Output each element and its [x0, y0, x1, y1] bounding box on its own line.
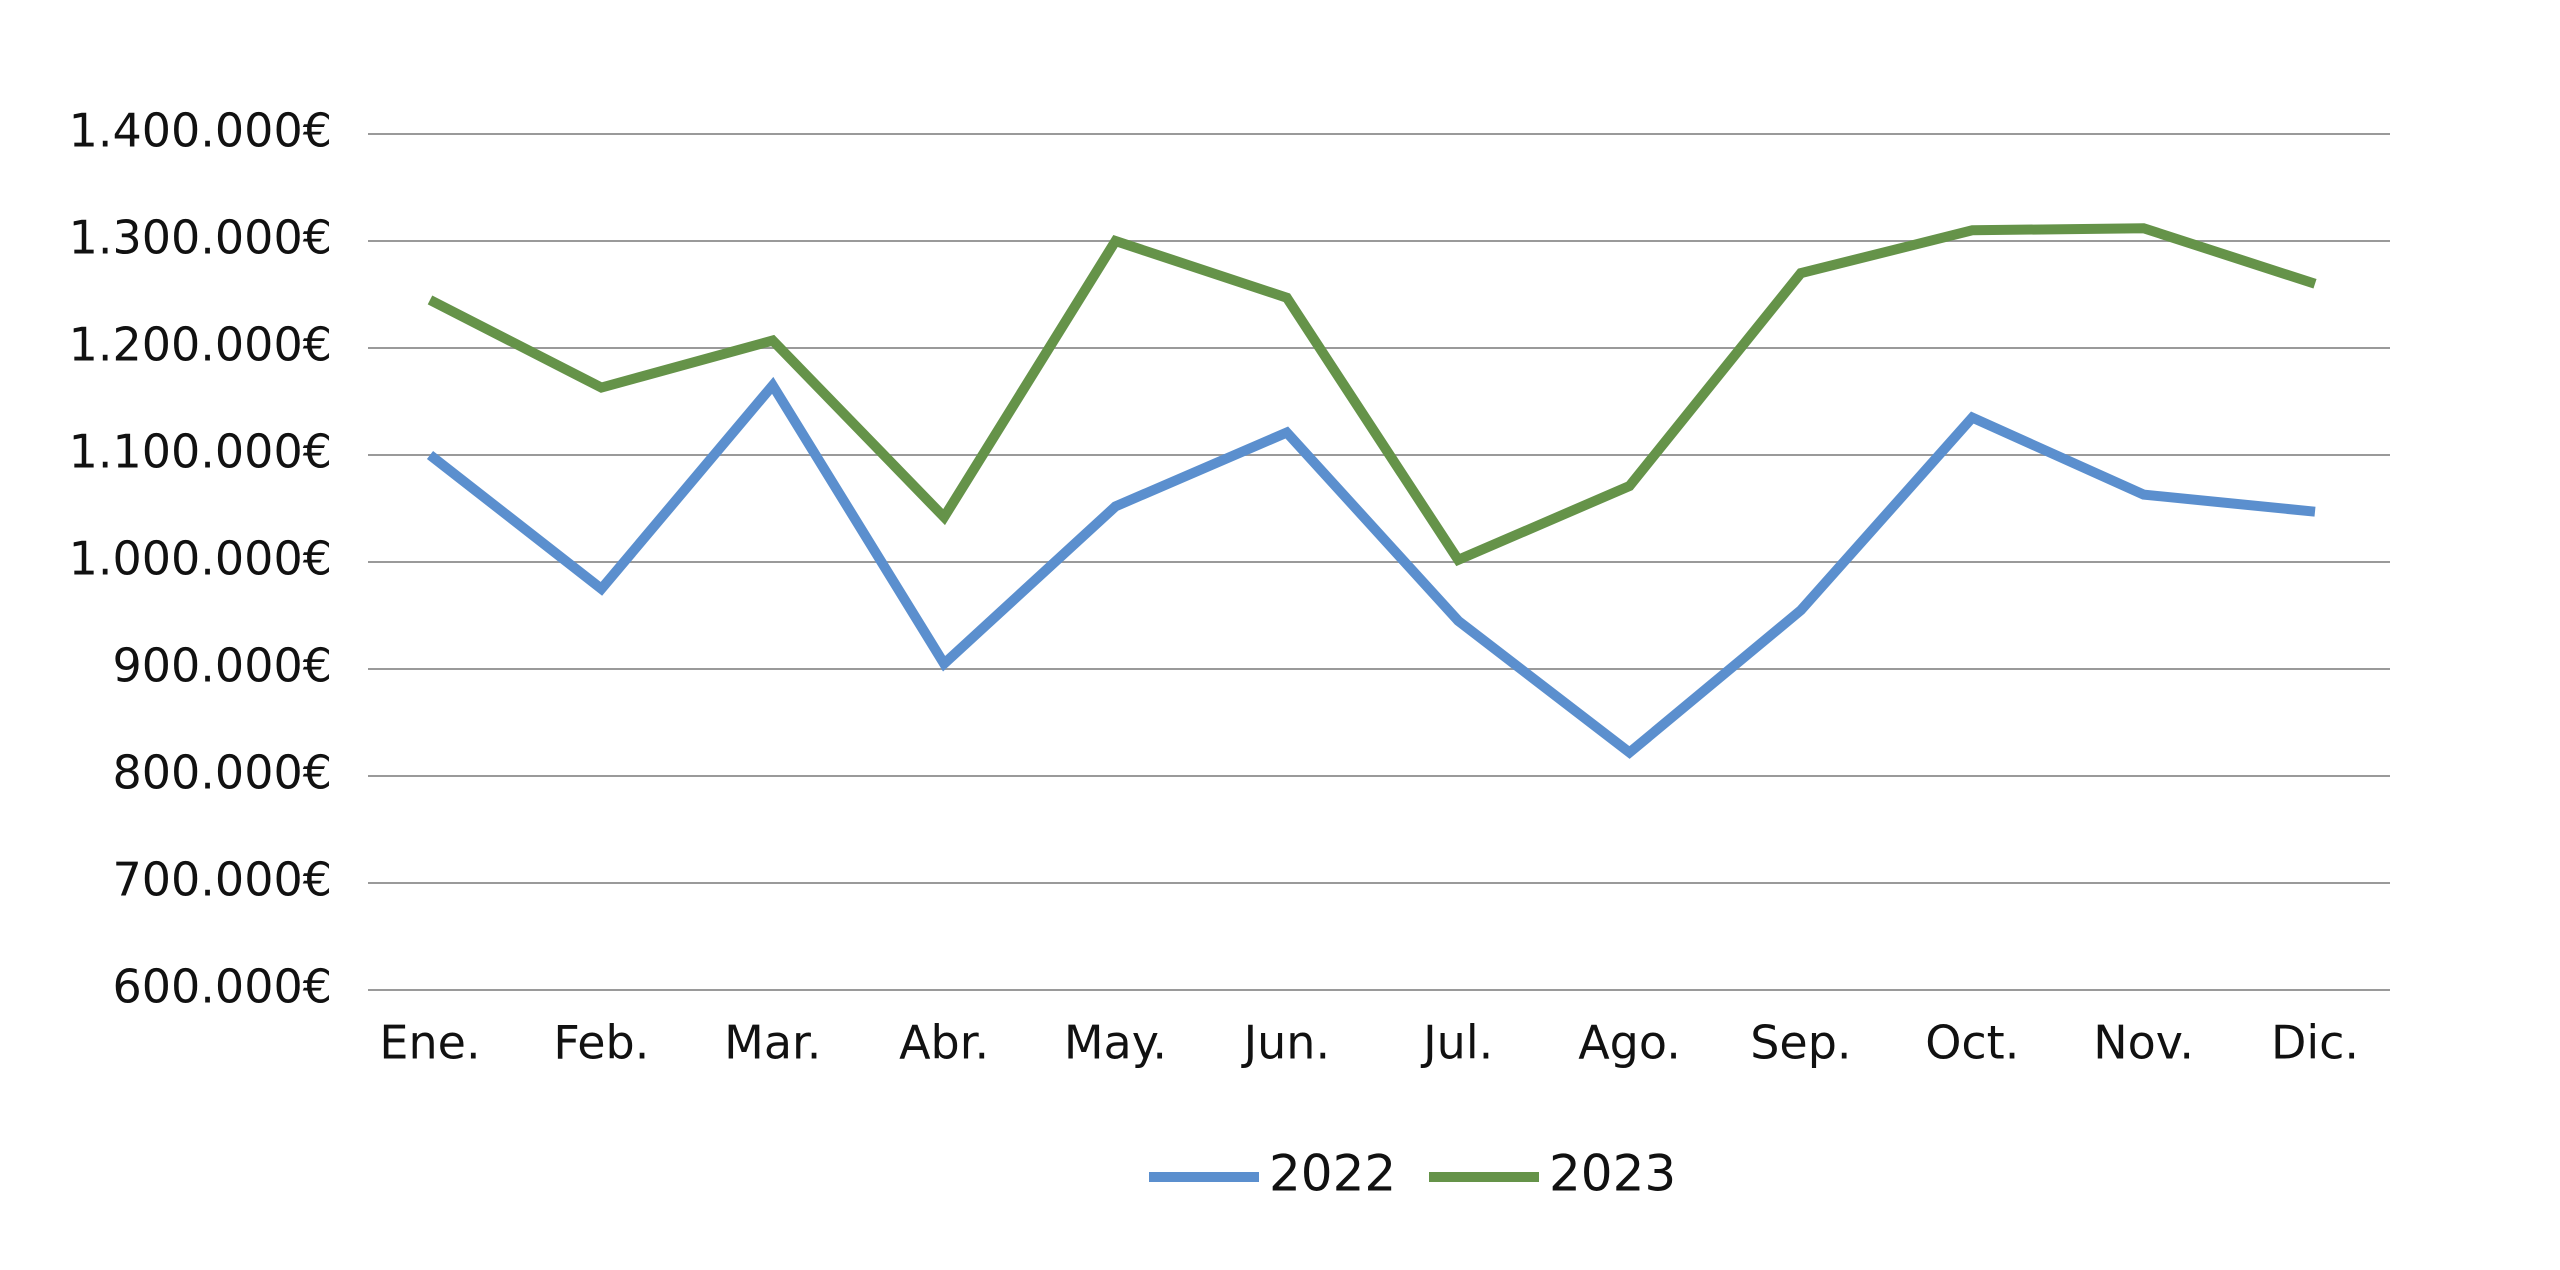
x-tick-label: Oct. [1925, 1016, 2019, 1070]
y-tick-label: 1.000.000€ [69, 532, 332, 586]
x-tick-label: May. [1064, 1016, 1167, 1070]
gridlines [368, 133, 2390, 991]
x-tick-label: Abr. [899, 1016, 989, 1070]
x-tick-label: Mar. [724, 1016, 821, 1070]
x-tick-label: Jul. [1420, 1016, 1493, 1070]
legend: 2022 2023 [1149, 1145, 1676, 1203]
x-tick-label: Ene. [379, 1016, 480, 1070]
x-tick-label: Sep. [1750, 1016, 1851, 1070]
series-2023 [427, 223, 2317, 567]
series-lines [426, 223, 2317, 759]
x-tick-label: Jun. [1241, 1016, 1331, 1070]
y-axis-tick-labels: 600.000€ 700.000€ 800.000€ 900.000€ 1.000.00… [69, 104, 332, 1014]
legend-label: 2023 [1549, 1145, 1676, 1203]
y-tick-label: 1.100.000€ [69, 425, 332, 479]
x-tick-label: Nov. [2093, 1016, 2194, 1070]
y-tick-label: 700.000€ [113, 853, 333, 907]
y-tick-label: 900.000€ [113, 639, 333, 693]
series-2022 [426, 376, 2316, 759]
y-tick-label: 1.200.000€ [69, 318, 332, 372]
legend-label: 2022 [1269, 1145, 1396, 1203]
series-line [427, 223, 2317, 567]
series-line [426, 376, 2316, 759]
x-tick-label: Ago. [1578, 1016, 1681, 1070]
y-tick-label: 1.400.000€ [69, 104, 332, 158]
y-tick-label: 800.000€ [113, 746, 333, 800]
y-tick-label: 600.000€ [113, 960, 333, 1014]
legend-item-2023: 2023 [1429, 1145, 1676, 1203]
legend-item-2022: 2022 [1149, 1145, 1396, 1203]
x-axis-tick-labels: Ene. Feb. Mar. Abr. May. Jun. Jul. Ago. Sep. Oct.… [379, 1016, 2359, 1070]
y-tick-label: 1.300.000€ [69, 211, 332, 265]
x-tick-label: Dic. [2271, 1016, 2359, 1070]
x-tick-label: Feb. [553, 1016, 649, 1070]
